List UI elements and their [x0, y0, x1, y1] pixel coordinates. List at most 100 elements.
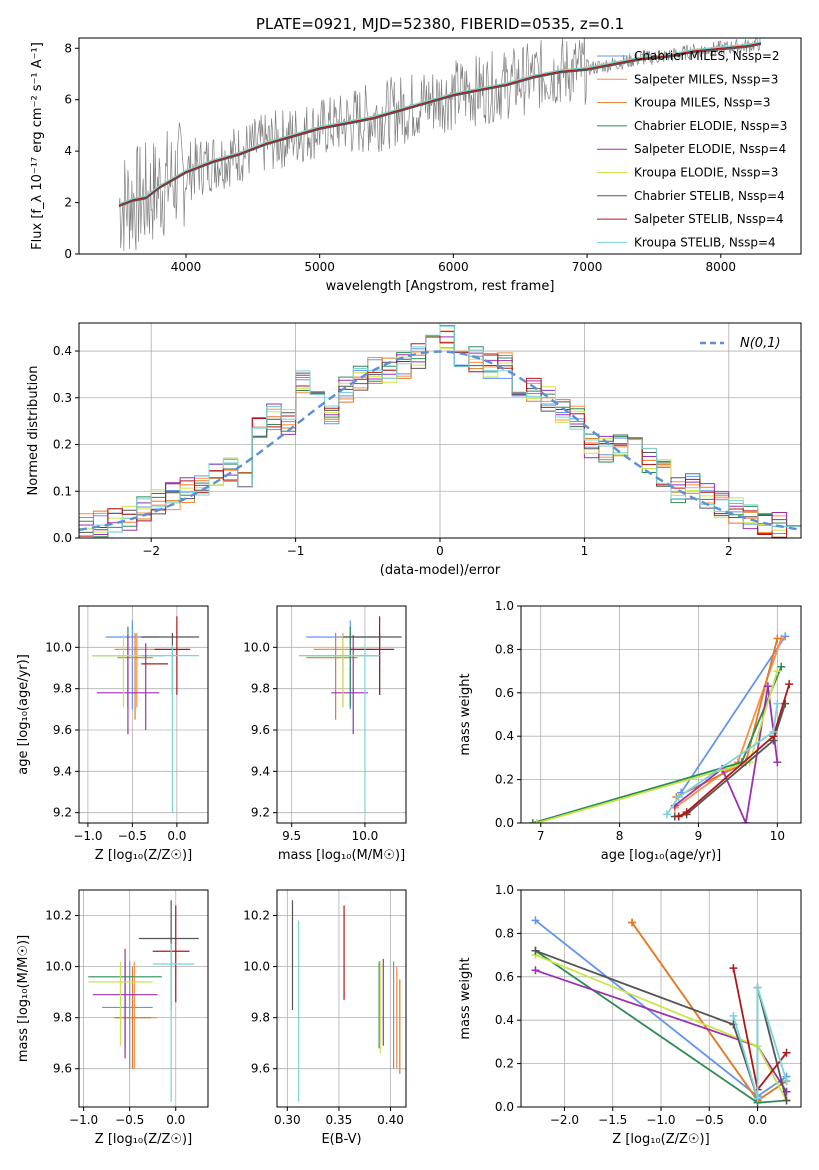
legend-label: Salpeter MILES, Nssp=3 [634, 72, 778, 86]
x-tick-label: 0.0 [166, 1113, 185, 1127]
figure-title: PLATE=0921, MJD=52380, FIBERID=0535, z=0… [256, 15, 624, 33]
x-tick-label: 2 [725, 544, 733, 558]
legend-label: Salpeter STELIB, Nssp=4 [634, 212, 784, 226]
y-tick-label: 9.8 [53, 682, 72, 696]
data-point-marker [531, 966, 540, 975]
data-point-marker [531, 946, 540, 955]
x-axis-label: Z [log₁₀(Z/Z☉)] [95, 1132, 192, 1147]
histogram-step-line [79, 335, 801, 538]
data-point-marker [753, 1094, 762, 1103]
y-tick-label: 10.2 [45, 909, 72, 923]
y-tick-label: 0.0 [53, 531, 72, 545]
y-tick-label: 10.0 [45, 640, 72, 654]
y-tick-label: 6 [64, 93, 72, 107]
model-fit-line [118, 42, 762, 206]
panel-mass_vs_ebv: 0.30 0.35 0.40 9.6 9.8 10.0 10.2 E(B-V) [243, 889, 407, 1147]
panels: 4000 5000 6000 7000 8000 0 2 4 6 8 wavelength [Ang… [16, 37, 802, 1147]
x-tick-label: −1.0 [69, 1113, 98, 1127]
y-tick-label: 0.2 [495, 1057, 514, 1071]
x-tick-label: 7000 [572, 260, 603, 274]
legend-label: Chabrier STELIB, Nssp=4 [634, 189, 785, 203]
y-tick-label: 9.8 [53, 1011, 72, 1025]
y-tick-label: 2 [64, 196, 72, 210]
x-tick-label: −0.5 [115, 1113, 144, 1127]
axes-frame [276, 889, 407, 1108]
data-point-marker [682, 808, 691, 817]
data-point-marker [662, 810, 671, 819]
x-tick-label: −1 [287, 544, 305, 558]
x-axis-label: Z [log₁₀(Z/Z☉)] [612, 1132, 709, 1147]
y-tick-label: 0.0 [495, 816, 514, 830]
data-point-marker [773, 634, 782, 643]
legend-label: Kroupa ELODIE, Nssp=3 [634, 166, 778, 180]
x-tick-label: 9.5 [282, 829, 301, 843]
x-axis-label: mass [log₁₀(M/M☉)] [278, 848, 405, 863]
x-tick-label: 0.40 [377, 1113, 404, 1127]
y-tick-label: 9.8 [251, 1011, 270, 1025]
axes-frame [78, 37, 802, 255]
x-tick-label: 6000 [438, 260, 469, 274]
weight-line [536, 670, 779, 823]
y-tick-label: 9.6 [251, 1062, 270, 1076]
weight-line [674, 686, 779, 823]
x-axis-label: age [log₁₀(age/yr)] [601, 848, 722, 863]
model-fit-line [118, 41, 762, 205]
y-tick-label: 9.2 [251, 806, 270, 820]
data-point-marker [674, 812, 683, 821]
x-tick-label: 10 [770, 829, 785, 843]
plot-area [528, 632, 794, 823]
legend-label: Kroupa STELIB, Nssp=4 [634, 235, 776, 249]
data-point-marker [785, 680, 794, 689]
panel-weight_vs_age: 7 8 9 10 0.0 0.2 0.4 0.6 0.8 1.0 age [log₁₀(age/yr… [458, 599, 802, 863]
y-tick-label: 0.2 [53, 438, 72, 452]
axes-frame [520, 605, 802, 824]
data-point-marker [782, 1096, 791, 1105]
data-point-marker [777, 662, 786, 671]
x-tick-label: 8 [616, 829, 624, 843]
legend: Chabrier MILES, Nssp=2 Salpeter MILES, Ns… [597, 49, 787, 249]
data-point-marker [773, 758, 782, 767]
y-tick-label: 9.4 [251, 764, 270, 778]
y-axis-label: Flux [f_λ 10⁻¹⁷ erg cm⁻² s⁻¹ A⁻¹] [30, 42, 45, 250]
x-tick-label: 7 [537, 829, 545, 843]
y-tick-label: 10.0 [243, 640, 270, 654]
legend-label: N(0,1) [740, 336, 781, 351]
x-axis-label: E(B-V) [321, 1132, 361, 1147]
axes-frame [78, 889, 209, 1108]
axes-frame [276, 605, 407, 824]
panel-age_vs_Z: −1.0 −0.5 0.0 9.2 9.4 9.6 9.8 10.0 Z [log₁₀(Z/Z☉… [16, 605, 209, 863]
legend-label: Salpeter ELODIE, Nssp=4 [634, 142, 786, 156]
legend-label: Chabrier ELODIE, Nssp=3 [634, 119, 787, 133]
data-point-marker [741, 819, 750, 823]
plot-area [531, 916, 791, 1107]
weight-line [666, 703, 779, 815]
y-tick-label: 1.0 [495, 599, 514, 613]
x-tick-label: −1.5 [598, 1113, 627, 1127]
x-tick-label: 5000 [304, 260, 335, 274]
y-tick-label: 0.6 [495, 970, 514, 984]
y-tick-label: 0.1 [53, 484, 72, 498]
panel-spectrum: 4000 5000 6000 7000 8000 0 2 4 6 8 wavelength [Ang… [30, 37, 802, 294]
y-axis-label: mass weight [458, 673, 473, 755]
data-point-marker [531, 916, 540, 925]
x-tick-label: 0.0 [748, 1113, 767, 1127]
y-tick-label: 9.6 [53, 723, 72, 737]
y-tick-label: 0.8 [495, 926, 514, 940]
x-tick-label: −0.5 [695, 1113, 724, 1127]
y-tick-label: 0.4 [495, 1013, 514, 1027]
data-point-marker [528, 819, 537, 823]
y-tick-label: 9.2 [53, 806, 72, 820]
data-point-marker [628, 918, 637, 927]
panel-residuals: −2 −1 0 1 2 0.0 0.1 0.2 0.3 0.4 (data-model)/error… [26, 322, 802, 578]
legend-label: Chabrier MILES, Nssp=2 [634, 49, 780, 63]
x-tick-label: −1.0 [73, 829, 102, 843]
axes-frame [78, 605, 209, 824]
plot-area [291, 900, 401, 1102]
y-tick-label: 0.8 [495, 642, 514, 656]
panel-mass_vs_Z: −1.0 −0.5 0.0 9.6 9.8 10.0 10.2 Z [log₁₀(Z/Z☉)]… [16, 889, 209, 1147]
y-tick-label: 10.0 [45, 960, 72, 974]
panel-weight_vs_Z: −2.0 −1.5 −1.0 −0.5 0.0 0.0 0.2 0.4 0.6 0.8 1.0 Z [… [458, 883, 802, 1147]
data-point-marker [782, 1076, 791, 1085]
data-point-marker [532, 819, 541, 823]
x-tick-label: 0.0 [167, 829, 186, 843]
